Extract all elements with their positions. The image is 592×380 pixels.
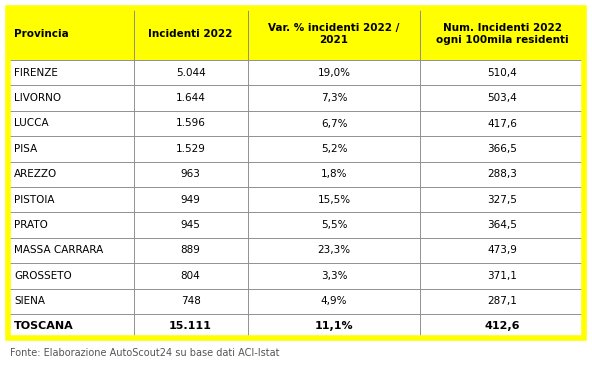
- Text: 364,5: 364,5: [487, 220, 517, 230]
- Bar: [420, 288, 584, 314]
- Text: 15,5%: 15,5%: [317, 195, 350, 205]
- Bar: [420, 111, 584, 136]
- Bar: [8, 212, 134, 238]
- Bar: [134, 238, 247, 263]
- Bar: [8, 136, 134, 162]
- Text: Num. Incidenti 2022
ogni 100mila residenti: Num. Incidenti 2022 ogni 100mila residen…: [436, 23, 568, 45]
- Text: 327,5: 327,5: [487, 195, 517, 205]
- Text: Fonte: Elaborazione AutoScout24 su base dati ACI-Istat: Fonte: Elaborazione AutoScout24 su base …: [10, 348, 279, 358]
- Text: 1.529: 1.529: [176, 144, 205, 154]
- Text: 949: 949: [181, 195, 201, 205]
- Bar: [8, 187, 134, 212]
- Text: 412,6: 412,6: [484, 321, 520, 331]
- Bar: [134, 187, 247, 212]
- Bar: [420, 238, 584, 263]
- Bar: [420, 187, 584, 212]
- Text: 1,8%: 1,8%: [321, 169, 348, 179]
- Text: 945: 945: [181, 220, 201, 230]
- Bar: [420, 60, 584, 86]
- Text: Incidenti 2022: Incidenti 2022: [149, 29, 233, 39]
- Text: 288,3: 288,3: [487, 169, 517, 179]
- Text: PISTOIA: PISTOIA: [14, 195, 54, 205]
- Text: 7,3%: 7,3%: [321, 93, 348, 103]
- Text: FIRENZE: FIRENZE: [14, 68, 58, 78]
- Text: 287,1: 287,1: [487, 296, 517, 306]
- Bar: [420, 162, 584, 187]
- Text: 417,6: 417,6: [487, 119, 517, 128]
- Text: 963: 963: [181, 169, 201, 179]
- Text: 4,9%: 4,9%: [321, 296, 348, 306]
- Text: 1.644: 1.644: [176, 93, 205, 103]
- Bar: [8, 8, 584, 338]
- Bar: [134, 111, 247, 136]
- Bar: [420, 314, 584, 338]
- Bar: [247, 60, 420, 86]
- Bar: [8, 238, 134, 263]
- Text: 3,3%: 3,3%: [321, 271, 348, 281]
- Text: PISA: PISA: [14, 144, 37, 154]
- Bar: [247, 187, 420, 212]
- Text: 503,4: 503,4: [487, 93, 517, 103]
- Text: 473,9: 473,9: [487, 245, 517, 255]
- Text: 804: 804: [181, 271, 201, 281]
- Text: 371,1: 371,1: [487, 271, 517, 281]
- Bar: [134, 162, 247, 187]
- Text: AREZZO: AREZZO: [14, 169, 57, 179]
- Text: 11,1%: 11,1%: [315, 321, 353, 331]
- Bar: [8, 162, 134, 187]
- Bar: [134, 60, 247, 86]
- Text: TOSCANA: TOSCANA: [14, 321, 74, 331]
- Bar: [134, 8, 247, 60]
- Bar: [134, 136, 247, 162]
- Text: 5,5%: 5,5%: [321, 220, 348, 230]
- Text: LUCCA: LUCCA: [14, 119, 49, 128]
- Bar: [8, 314, 134, 338]
- Text: 19,0%: 19,0%: [317, 68, 350, 78]
- Text: 1.596: 1.596: [176, 119, 205, 128]
- Bar: [134, 263, 247, 288]
- Bar: [8, 263, 134, 288]
- Text: 889: 889: [181, 245, 201, 255]
- Text: 5,2%: 5,2%: [321, 144, 348, 154]
- Bar: [247, 162, 420, 187]
- Text: 23,3%: 23,3%: [317, 245, 350, 255]
- Text: 748: 748: [181, 296, 201, 306]
- Text: 5.044: 5.044: [176, 68, 205, 78]
- Text: 15.111: 15.111: [169, 321, 212, 331]
- Bar: [8, 111, 134, 136]
- Text: GROSSETO: GROSSETO: [14, 271, 72, 281]
- Text: 366,5: 366,5: [487, 144, 517, 154]
- Text: LIVORNO: LIVORNO: [14, 93, 61, 103]
- Text: 6,7%: 6,7%: [321, 119, 348, 128]
- Bar: [247, 86, 420, 111]
- Bar: [134, 212, 247, 238]
- Text: 510,4: 510,4: [487, 68, 517, 78]
- Bar: [247, 238, 420, 263]
- Text: Var. % incidenti 2022 /
2021: Var. % incidenti 2022 / 2021: [268, 23, 400, 45]
- Bar: [420, 136, 584, 162]
- Bar: [247, 314, 420, 338]
- Bar: [247, 288, 420, 314]
- Bar: [134, 314, 247, 338]
- Bar: [247, 136, 420, 162]
- Bar: [247, 8, 420, 60]
- Bar: [420, 212, 584, 238]
- Bar: [420, 263, 584, 288]
- Bar: [247, 212, 420, 238]
- Bar: [134, 86, 247, 111]
- Text: Provincia: Provincia: [14, 29, 69, 39]
- Bar: [8, 288, 134, 314]
- Bar: [134, 288, 247, 314]
- Bar: [8, 86, 134, 111]
- Text: SIENA: SIENA: [14, 296, 45, 306]
- Bar: [247, 111, 420, 136]
- Bar: [247, 263, 420, 288]
- Bar: [8, 60, 134, 86]
- Text: PRATO: PRATO: [14, 220, 48, 230]
- Bar: [420, 8, 584, 60]
- Bar: [8, 8, 134, 60]
- Bar: [420, 86, 584, 111]
- Text: MASSA CARRARA: MASSA CARRARA: [14, 245, 103, 255]
